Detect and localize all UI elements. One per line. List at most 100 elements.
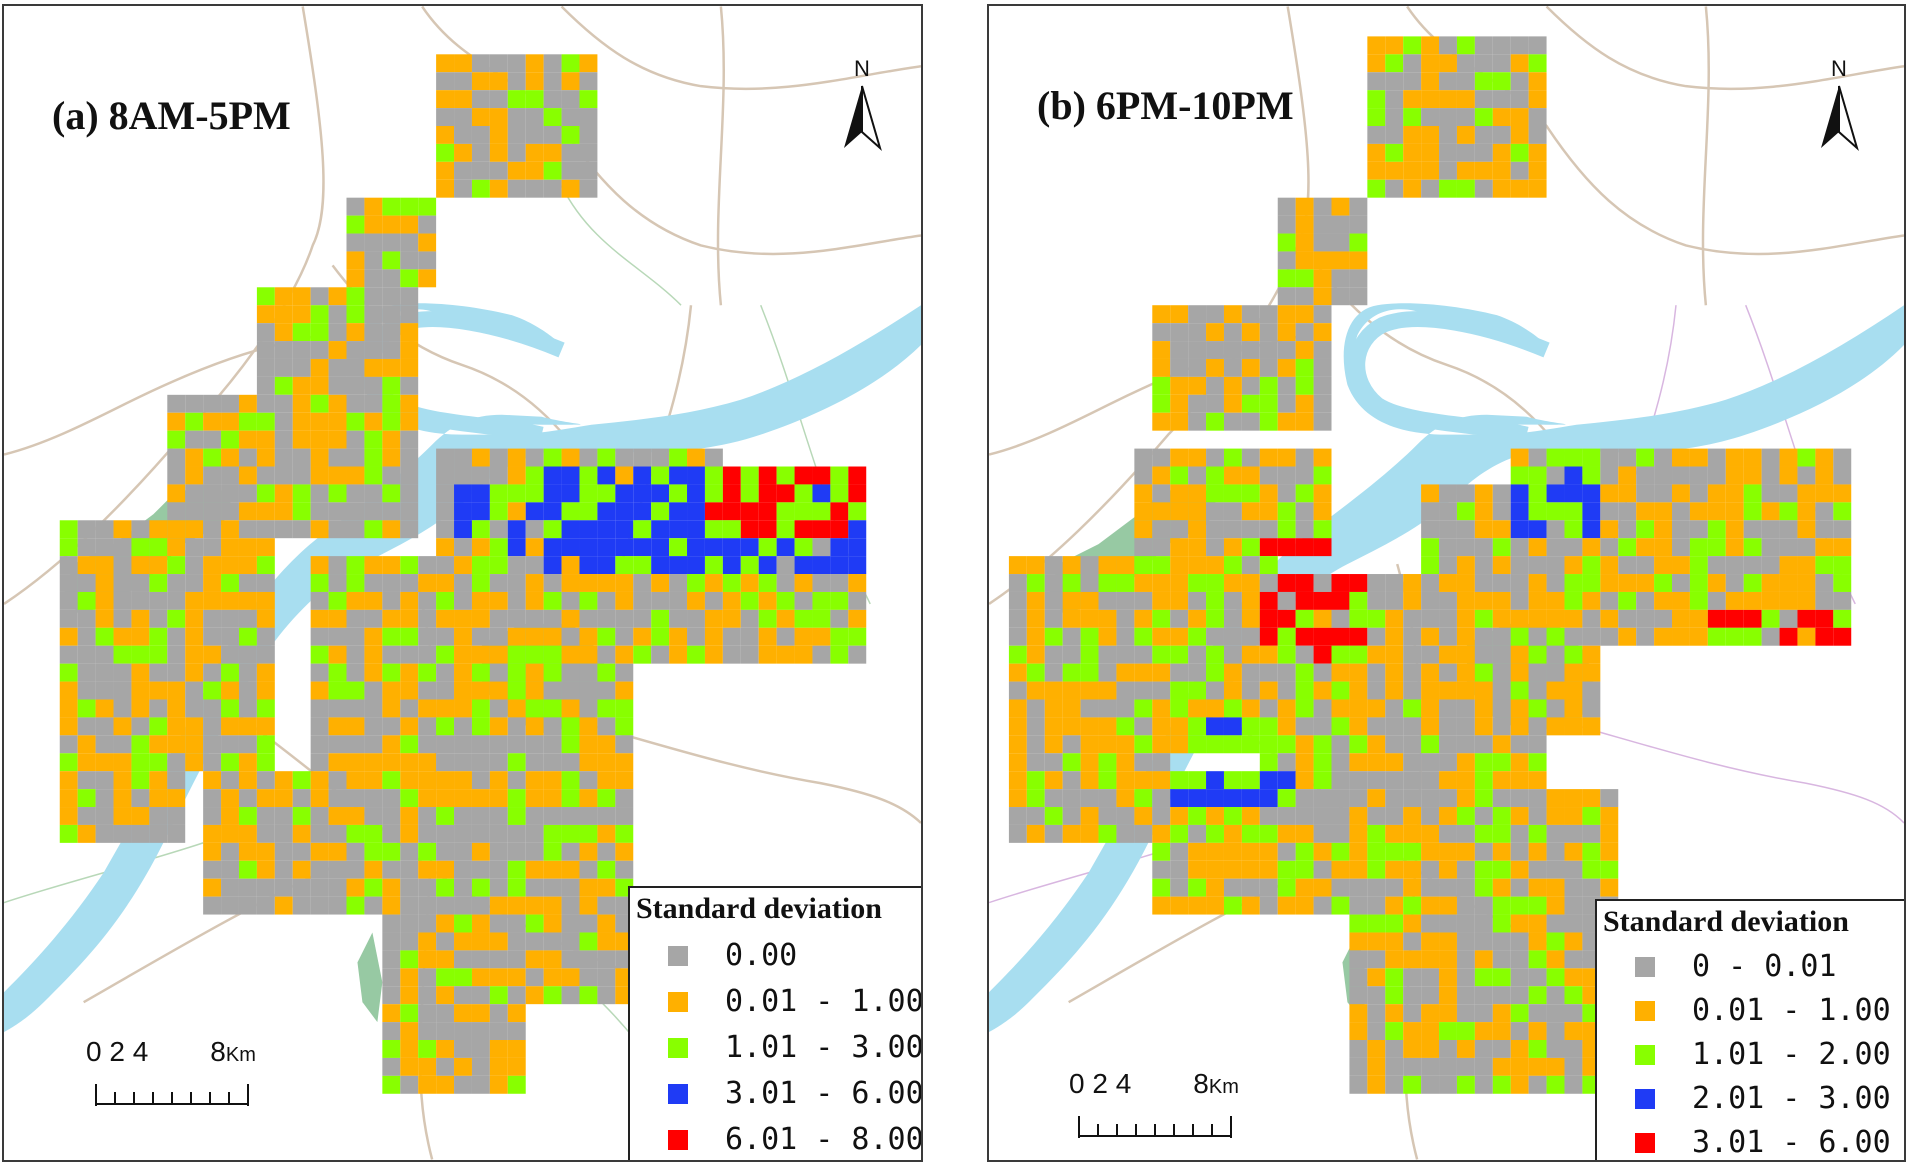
- sd-cell: [543, 663, 562, 682]
- sd-cell: [400, 305, 419, 324]
- sd-cell: [382, 376, 401, 395]
- sd-cell: [1636, 574, 1655, 592]
- sd-cell: [561, 179, 580, 198]
- sd-cell: [1134, 502, 1153, 521]
- sd-cell: [400, 591, 419, 610]
- sd-cell: [1492, 950, 1511, 969]
- sd-cell: [740, 538, 759, 557]
- sd-cell: [1474, 860, 1493, 879]
- sd-cell: [1313, 681, 1332, 700]
- sd-cell: [525, 860, 544, 879]
- sd-cell: [400, 681, 419, 700]
- sd-cell: [400, 896, 419, 915]
- sd-cell: [1439, 860, 1457, 879]
- sd-cell: [651, 448, 670, 467]
- sd-cell: [418, 789, 437, 808]
- sd-cell: [471, 645, 490, 664]
- sd-cell: [1062, 717, 1081, 736]
- sd-cell: [221, 824, 239, 843]
- sd-cell: [1349, 1075, 1368, 1094]
- sd-cell: [436, 878, 455, 897]
- sd-cell: [364, 771, 383, 790]
- sd-cell: [1241, 663, 1260, 682]
- sd-cell: [1313, 358, 1332, 377]
- sd-cell: [418, 986, 437, 1005]
- sd-cell: [454, 125, 472, 144]
- sd-cell: [149, 824, 168, 843]
- sd-cell: [131, 538, 150, 557]
- sd-cell: [436, 54, 455, 73]
- sd-cell: [1134, 627, 1153, 646]
- sd-cell: [1797, 609, 1816, 628]
- sd-cell: [364, 681, 383, 700]
- sd-cell: [1188, 556, 1207, 575]
- sd-cell: [597, 932, 616, 951]
- sd-cell: [167, 448, 186, 467]
- sd-cell: [1385, 1022, 1404, 1041]
- sd-cell: [1259, 627, 1278, 646]
- sd-cell: [543, 502, 562, 521]
- sd-cell: [507, 609, 526, 628]
- sd-cell: [1492, 663, 1511, 682]
- sd-cell: [1528, 466, 1547, 485]
- sd-cell: [1223, 735, 1242, 754]
- sd-cell: [328, 842, 347, 861]
- sd-cell: [1510, 143, 1529, 162]
- sd-cell: [1206, 860, 1224, 879]
- sd-cell: [669, 556, 688, 575]
- scale-labels: 0 2 4 8Km: [1069, 1068, 1239, 1100]
- sd-cell: [1492, 753, 1511, 772]
- sd-cell: [454, 54, 472, 73]
- sd-cell: [203, 717, 222, 736]
- sd-cell: [1421, 179, 1440, 198]
- sd-cell: [274, 305, 293, 324]
- sd-cell: [436, 448, 455, 467]
- sd-cell: [59, 609, 78, 628]
- sd-cell: [436, 125, 455, 144]
- sd-cell: [1170, 807, 1189, 825]
- sd-cell: [1349, 269, 1368, 288]
- sd-cell: [489, 574, 508, 592]
- sd-cell: [167, 681, 186, 700]
- sd-cell: [221, 627, 239, 646]
- sd-cell: [400, 878, 419, 897]
- sd-cell: [597, 681, 616, 700]
- sd-cell: [95, 789, 114, 808]
- sd-cell: [561, 860, 580, 879]
- sd-cell: [95, 753, 114, 772]
- sd-cell: [1098, 789, 1117, 808]
- sd-cell: [1456, 161, 1475, 180]
- legend-swatch-orange: [668, 992, 688, 1012]
- sd-cell: [400, 950, 419, 969]
- sd-cell: [1456, 789, 1475, 808]
- sd-cell: [1331, 824, 1350, 843]
- sd-cell: [1241, 556, 1260, 575]
- sd-cell: [203, 681, 222, 700]
- sd-cell: [1277, 233, 1296, 252]
- sd-cell: [256, 591, 275, 610]
- sd-cell: [1277, 197, 1296, 216]
- sd-cell: [113, 735, 132, 754]
- sd-cell: [1474, 896, 1493, 915]
- sd-cell: [1277, 717, 1296, 736]
- sd-cell: [256, 556, 275, 575]
- sd-cell: [1277, 412, 1296, 431]
- sd-cell: [1636, 538, 1655, 557]
- sd-cell: [1689, 448, 1708, 467]
- sd-cell: [1618, 448, 1637, 467]
- sd-cell: [1528, 986, 1547, 1005]
- sd-cell: [1492, 645, 1511, 664]
- sd-cell: [400, 394, 419, 413]
- sd-cell: [1546, 502, 1565, 521]
- sd-cell: [221, 878, 239, 897]
- sd-cell: [1528, 699, 1547, 718]
- sd-cell: [328, 466, 347, 485]
- sd-cell: [274, 448, 293, 467]
- sd-cell: [203, 574, 222, 592]
- sd-cell: [382, 789, 401, 808]
- legend-label: 0 - 0.01: [1692, 949, 1837, 984]
- sd-cell: [1385, 932, 1404, 951]
- sd-cell: [1474, 538, 1493, 557]
- sd-cell: [1618, 502, 1637, 521]
- sd-cell: [579, 72, 598, 91]
